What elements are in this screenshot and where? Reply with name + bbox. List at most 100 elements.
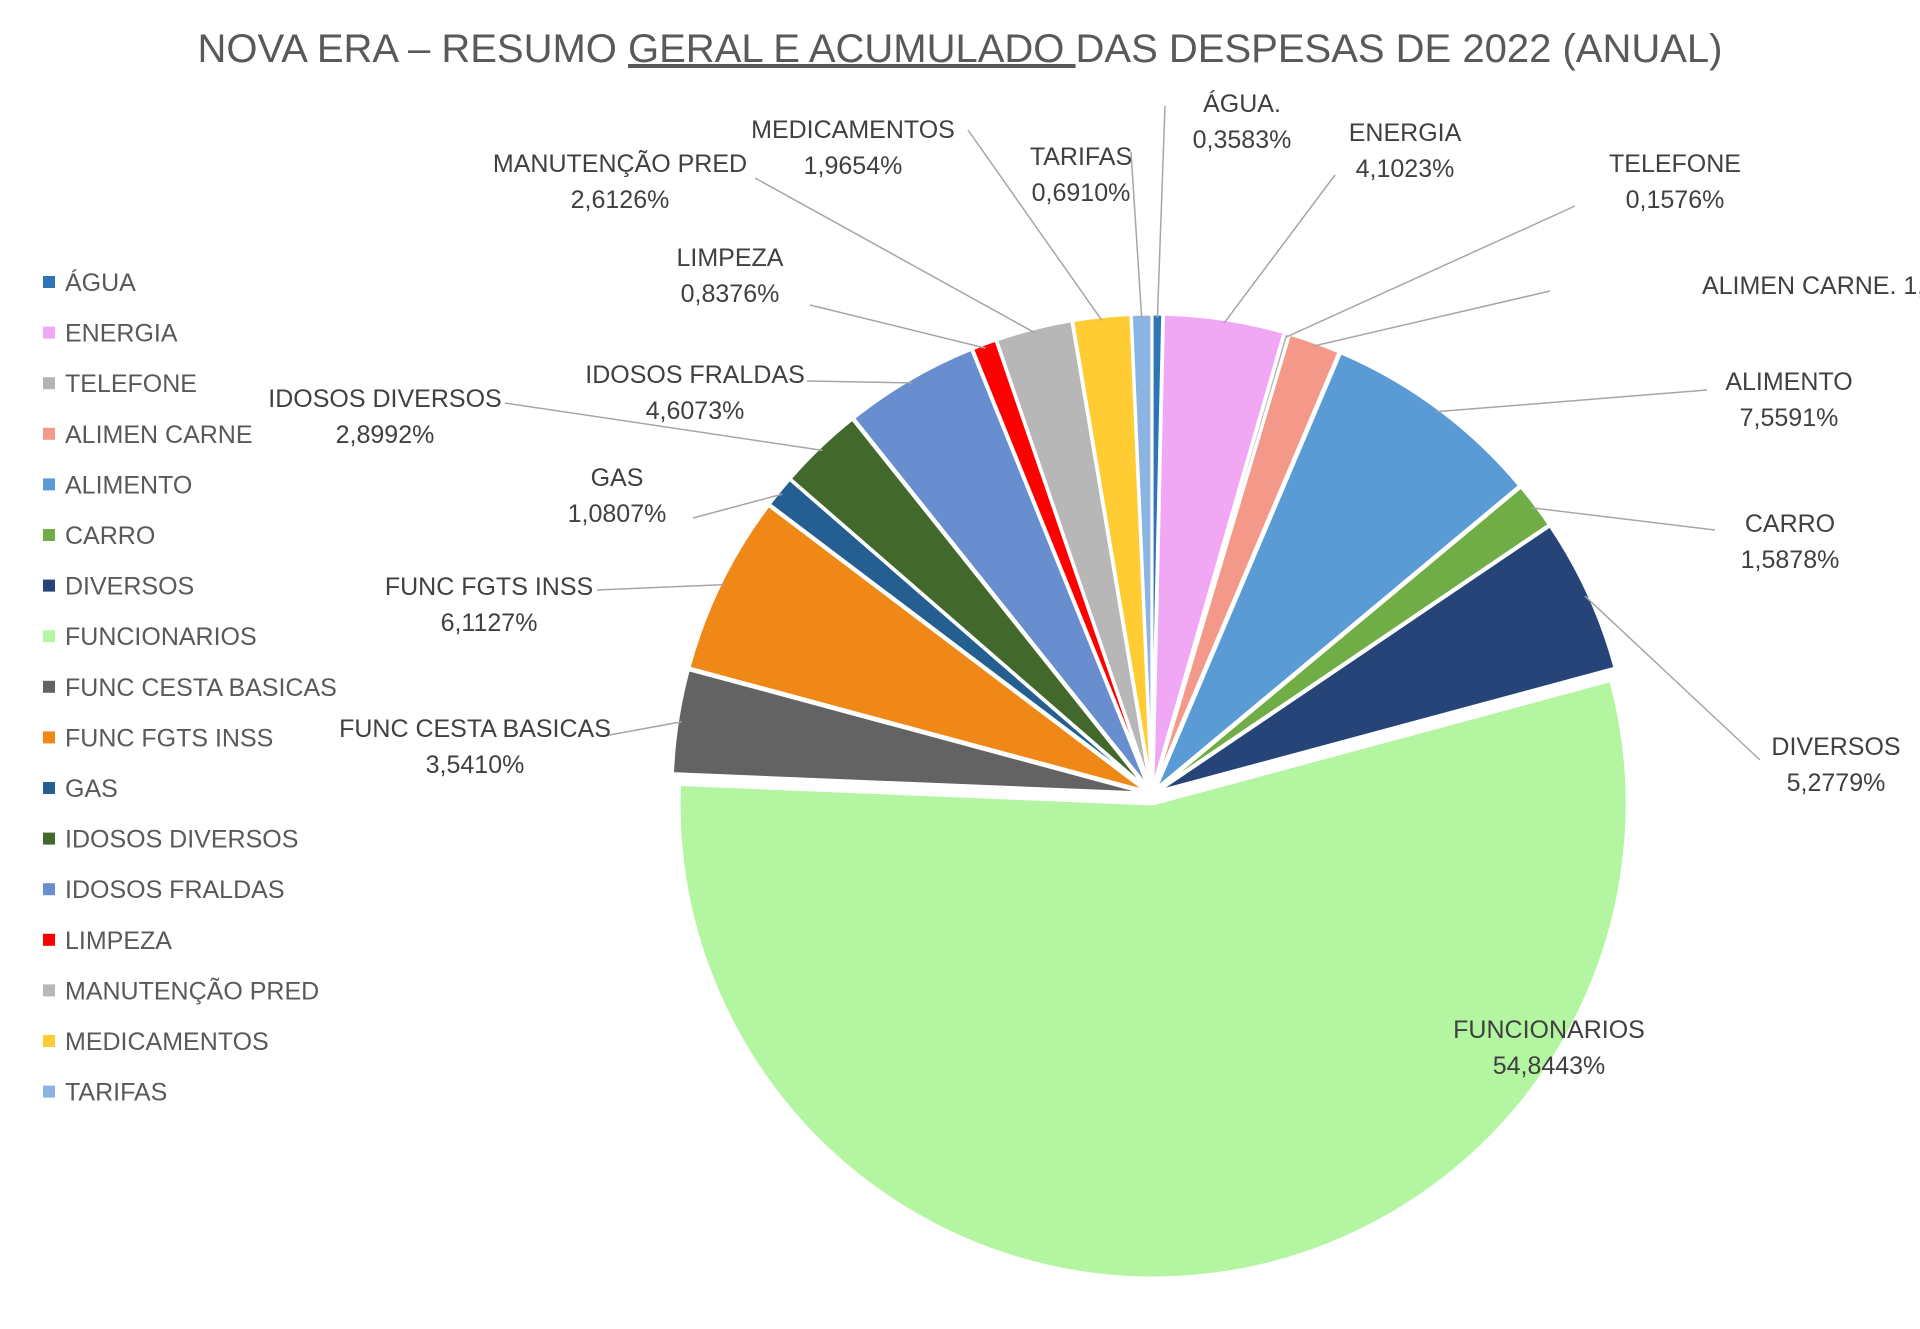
legend-swatch: [43, 832, 55, 845]
data-label-category: DIVERSOS: [1771, 733, 1900, 761]
data-label: MEDICAMENTOS 1,9654%: [751, 116, 955, 180]
data-label-text: ALIMEN CARNE. 1,7653%: [1702, 272, 1920, 300]
data-label-value: 1,9654%: [804, 152, 903, 180]
data-label-category: FUNC CESTA BASICAS: [339, 715, 611, 743]
data-label-value: 0,6910%: [1032, 179, 1131, 207]
pie-slice-10: [687, 503, 1148, 793]
data-label-value: 7,5591%: [1740, 404, 1839, 432]
legend-label: TELEFONE: [65, 370, 197, 398]
pie-slice-4: [1152, 332, 1342, 789]
data-label-value: 1,0807%: [568, 500, 667, 528]
leader-line: [504, 402, 823, 452]
legend-label: ÁGUA: [65, 268, 136, 297]
legend-label: MEDICAMENTOS: [65, 1028, 269, 1056]
legend-label: FUNCIONARIOS: [65, 623, 257, 651]
data-label: DIVERSOS 5,2779%: [1771, 733, 1900, 797]
title-part: NOVA ERA – RESUMO: [198, 27, 629, 71]
leader-line: [596, 583, 725, 591]
data-label-value: 1,5878%: [1741, 546, 1840, 574]
data-label-value: 0,8376%: [681, 280, 780, 308]
data-label-value: 3,5410%: [426, 751, 525, 779]
data-label: TARIFAS 0,6910%: [1030, 143, 1132, 207]
legend-label: CARRO: [65, 522, 155, 550]
legend-swatch: [43, 680, 55, 693]
data-label-value: 0,3583%: [1193, 126, 1292, 154]
pie-slices: [670, 312, 1629, 1280]
data-label: GAS 1,0807%: [568, 464, 667, 528]
data-label-value: 0,1576%: [1626, 186, 1725, 214]
leader-line: [692, 493, 783, 519]
legend: ÁGUA ENERGIA TELEFONE ALIMEN CARNE ALIMENTO C…: [43, 268, 337, 1107]
legend-swatch: [43, 1035, 55, 1047]
data-label-category: GAS: [591, 464, 644, 492]
data-label: CARRO 1,5878%: [1741, 510, 1840, 574]
data-label-value: 6,1127%: [441, 609, 538, 637]
legend-swatch: [43, 630, 55, 643]
pie-slice-8: [677, 678, 1629, 1280]
legend-label: FUNC FGTS INSS: [65, 724, 273, 752]
title-part: DAS DESPESAS DE 2022 (ANUAL): [1076, 27, 1723, 71]
data-label-value: 4,1023%: [1356, 155, 1455, 183]
legend-label: ALIMENTO: [65, 471, 192, 499]
data-label-category: LIMPEZA: [677, 244, 784, 272]
legend-swatch: [43, 427, 55, 440]
data-label: MANUTENÇÃO PRED 2,6126%: [493, 149, 747, 214]
data-label: FUNC CESTA BASICAS 3,5410%: [339, 715, 611, 779]
legend-swatch: [43, 782, 55, 794]
leader-line: [1285, 205, 1576, 338]
legend-label: TARIFAS: [65, 1079, 167, 1107]
legend-swatch: [43, 579, 55, 592]
data-label-category: CARRO: [1745, 510, 1835, 538]
data-label-category: FUNC FGTS INSS: [385, 573, 593, 601]
data-label-category: FUNCIONARIOS: [1453, 1016, 1645, 1044]
data-label-value: 2,6126%: [571, 186, 670, 214]
data-label: FUNCIONARIOS 54,8443%: [1453, 1016, 1645, 1080]
legend-swatch: [43, 731, 55, 744]
legend-swatch: [43, 1085, 55, 1098]
chart-title: NOVA ERA – RESUMO GERAL E ACUMULADO DAS …: [198, 27, 1723, 71]
leader-line: [754, 177, 1036, 334]
legend-swatch: [43, 276, 55, 288]
data-label-category: IDOSOS FRALDAS: [585, 361, 805, 389]
data-label: ALIMENTO 7,5591%: [1725, 368, 1852, 432]
legend-swatch: [43, 478, 55, 491]
legend-swatch: [43, 984, 55, 997]
data-label-category: ENERGIA: [1349, 119, 1462, 147]
data-label: IDOSOS DIVERSOS 2,8992%: [268, 385, 501, 449]
pie-slice-9: [670, 667, 1147, 795]
leader-line: [1130, 151, 1143, 319]
data-label: ÁGUA. 0,3583%: [1193, 89, 1292, 154]
legend-label: ENERGIA: [65, 320, 178, 348]
leader-line: [1532, 507, 1716, 531]
legend-swatch: [43, 326, 55, 339]
data-label: IDOSOS FRALDAS 4,6073%: [585, 361, 805, 425]
leader-line: [1584, 595, 1761, 761]
data-label-category: MEDICAMENTOS: [751, 116, 955, 144]
data-label-value: 54,8443%: [1493, 1052, 1606, 1080]
legend-label: MANUTENÇÃO PRED: [65, 976, 319, 1005]
data-label-category: MANUTENÇÃO PRED: [493, 149, 747, 178]
data-label: ENERGIA 4,1023%: [1349, 119, 1462, 183]
data-label: ALIMEN CARNE. 1,7653%: [1702, 272, 1920, 300]
data-labels: ÁGUA. 0,3583% ENERGIA 4,1023% TELEFONE 0,1576…: [268, 89, 1920, 1080]
leader-line: [1313, 290, 1551, 347]
legend-label: FUNC CESTA BASICAS: [65, 674, 337, 702]
leader-line: [1435, 389, 1708, 413]
pie-slice-7: [1156, 523, 1617, 793]
data-label-category: TELEFONE: [1609, 150, 1741, 178]
data-label-value: 2,8992%: [336, 421, 435, 449]
data-label-value: 5,2779%: [1787, 769, 1886, 797]
data-label: LIMPEZA 0,8376%: [677, 244, 784, 308]
data-label-category: TARIFAS: [1030, 143, 1132, 171]
legend-label: ALIMEN CARNE: [65, 421, 253, 449]
data-label-category: ALIMENTO: [1725, 368, 1852, 396]
legend-swatch: [43, 883, 55, 896]
legend-swatch: [43, 529, 55, 541]
data-label: FUNC FGTS INSS 6,1127%: [385, 573, 593, 637]
data-label: TELEFONE 0,1576%: [1609, 150, 1741, 214]
legend-label: IDOSOS DIVERSOS: [65, 826, 298, 854]
leader-line: [1156, 105, 1166, 319]
pie-slice-5: [1154, 350, 1522, 791]
